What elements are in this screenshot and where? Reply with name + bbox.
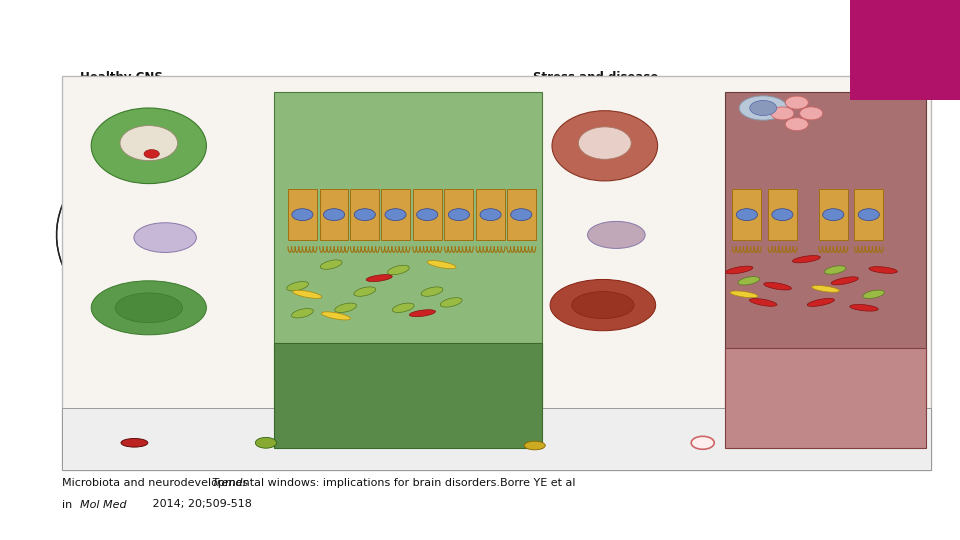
Text: Neurotransmitter: Neurotransmitter	[557, 438, 636, 447]
Text: Pathobionts: Pathobionts	[154, 438, 206, 447]
Text: Symbionts: Symbionts	[288, 438, 336, 447]
Text: Macrophage: Macrophage	[728, 94, 772, 100]
Text: → Abnormal behavior and cognition, stress, visceral pain: → Abnormal behavior and cognition, stres…	[728, 80, 918, 86]
FancyBboxPatch shape	[142, 157, 156, 186]
Text: Trends: Trends	[211, 478, 249, 488]
Text: Intestinal
epithelial
barrier: Intestinal epithelial barrier	[544, 198, 577, 218]
Text: Microbiota and neurodevelopmental windows: implications for brain disorders.Borr: Microbiota and neurodevelopmental window…	[62, 478, 580, 488]
Text: Healthy CNS: Healthy CNS	[80, 71, 162, 84]
Text: Dysbiosis: pathobiont overgrowth,
promoting loss of intestinal barrier
(leaky gu: Dysbiosis: pathobiont overgrowth, promot…	[758, 386, 893, 416]
Text: Stress and disease: Stress and disease	[533, 71, 659, 84]
FancyBboxPatch shape	[598, 159, 612, 186]
Text: Healthy Gut: Healthy Gut	[80, 433, 159, 446]
Text: Mol Med: Mol Med	[80, 500, 127, 510]
Text: Homeostatic
signals: Homeostatic signals	[339, 143, 387, 163]
Text: 2014; 20;509-518: 2014; 20;509-518	[149, 500, 252, 510]
Text: Gut dysfunction: Gut dysfunction	[533, 433, 638, 446]
Text: Proinflammatory cytokines: Proinflammatory cytokines	[725, 438, 847, 447]
Text: Symbiosis/diverse microbiota:
intestinal barrier integrity maintained,
pathobion: Symbiosis/diverse microbiota: intestinal…	[334, 382, 482, 412]
Text: SCFAs: SCFAs	[413, 438, 440, 447]
Text: Key:: Key:	[74, 438, 100, 448]
Text: TRENDS in Molecular Medicine: TRENDS in Molecular Medicine	[806, 457, 924, 466]
Text: in: in	[62, 500, 76, 510]
